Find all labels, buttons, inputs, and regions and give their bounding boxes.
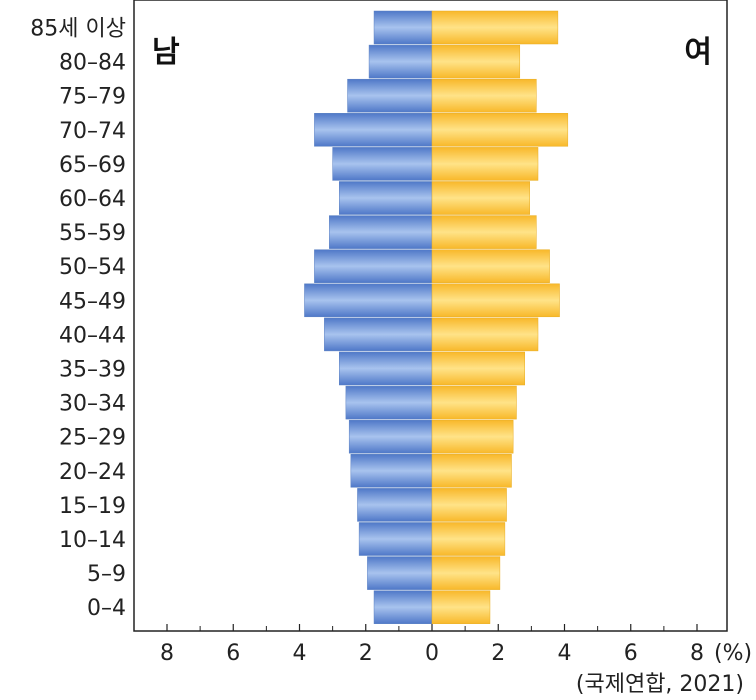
legend-male: 남 [152, 35, 180, 70]
bar-male-75–79 [347, 78, 433, 113]
bar-male-85세 이상 [373, 10, 433, 45]
bar-male-20–24 [350, 454, 433, 488]
y-tick-label: 80–84 [59, 51, 126, 76]
bar-male-45–49 [304, 283, 433, 318]
bar-male-25–29 [348, 419, 433, 454]
bar-female-35–39 [431, 351, 525, 386]
bar-male-10–14 [358, 522, 433, 556]
bar-female-25–29 [431, 419, 514, 454]
bar-male-15–19 [357, 488, 433, 522]
bar-female-20–24 [431, 454, 512, 488]
bar-male-55–59 [329, 215, 433, 249]
bar-male-40–44 [324, 317, 433, 352]
y-tick-label: 30–34 [59, 392, 126, 417]
bar-female-30–34 [431, 385, 517, 420]
bar-male-0–4 [373, 590, 433, 624]
bar-male-65–69 [332, 147, 433, 181]
x-tick-label: 8 [690, 641, 704, 666]
y-tick-label: 15–19 [59, 494, 126, 519]
plot-area-frame [133, 0, 728, 632]
bar-male-35–39 [339, 351, 433, 386]
y-tick-label: 60–64 [59, 187, 126, 212]
x-axis-unit: (%) [714, 641, 752, 666]
x-tick-label: 2 [491, 641, 505, 666]
y-tick-label: 5–9 [87, 562, 126, 587]
bar-female-60–64 [431, 181, 530, 215]
bar-female-75–79 [431, 78, 537, 113]
bar-female-0–4 [431, 590, 491, 624]
x-tick-label: 8 [160, 641, 174, 666]
bar-female-15–19 [431, 488, 507, 522]
y-tick-label: 35–39 [59, 358, 126, 383]
x-tick-label: 4 [293, 641, 307, 666]
data-source: (국제연합, 2021) [576, 672, 744, 697]
bar-female-65–69 [431, 147, 539, 181]
bar-female-50–54 [431, 249, 550, 283]
y-tick-label: 50–54 [59, 255, 126, 280]
bar-female-10–14 [431, 522, 506, 556]
bar-male-80–84 [368, 44, 433, 79]
x-tick-label: 6 [226, 641, 240, 666]
x-tick-label: 0 [425, 641, 439, 666]
y-tick-label: 70–74 [59, 119, 126, 144]
y-tick-label: 85세 이상 [30, 17, 126, 42]
bar-female-85세 이상 [431, 10, 559, 45]
bar-female-45–49 [431, 283, 560, 318]
bar-female-70–74 [431, 113, 569, 147]
y-tick-label: 55–59 [59, 221, 126, 246]
x-tick-label: 2 [359, 641, 373, 666]
bar-male-60–64 [339, 181, 433, 215]
y-tick-label: 25–29 [59, 426, 126, 451]
y-tick-label: 20–24 [59, 460, 126, 485]
y-tick-label: 10–14 [59, 528, 126, 553]
bar-male-5–9 [367, 556, 433, 590]
x-tick-label: 4 [558, 641, 572, 666]
bar-male-30–34 [345, 385, 433, 420]
y-tick-label: 65–69 [59, 153, 126, 178]
bar-female-5–9 [431, 556, 501, 590]
legend-female: 여 [684, 35, 712, 70]
bar-female-80–84 [431, 44, 521, 79]
bar-female-40–44 [431, 317, 539, 352]
y-tick-label: 75–79 [59, 85, 126, 110]
bar-male-50–54 [314, 249, 433, 283]
y-tick-label: 0–4 [87, 596, 126, 621]
x-tick-label: 6 [624, 641, 638, 666]
y-tick-label: 45–49 [59, 289, 126, 314]
bar-female-55–59 [431, 215, 537, 249]
y-tick-label: 40–44 [59, 323, 126, 348]
bar-male-70–74 [314, 113, 433, 147]
